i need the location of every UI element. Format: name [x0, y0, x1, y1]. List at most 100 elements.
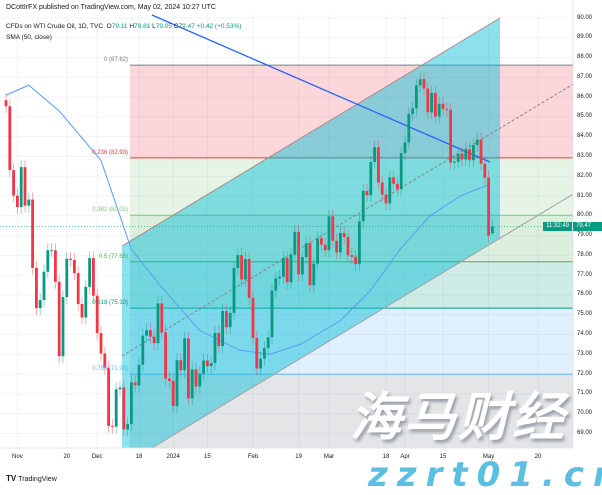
candle — [361, 183, 365, 229]
candle-body — [358, 221, 361, 265]
candle-body — [354, 256, 357, 265]
candle-body — [149, 330, 152, 337]
candle-body — [27, 199, 31, 206]
candle — [137, 357, 141, 393]
candle — [475, 132, 479, 153]
candle-body — [84, 286, 88, 318]
candle — [202, 353, 205, 381]
candle-body — [475, 139, 479, 146]
candle — [358, 214, 361, 271]
change-value: +0.42 (+0.53%) — [196, 23, 242, 30]
candle — [323, 237, 327, 258]
candle — [263, 341, 266, 366]
candle-body — [209, 362, 213, 367]
candle-body — [217, 332, 221, 347]
candle-body — [380, 182, 384, 195]
candle-body — [54, 250, 57, 282]
candle — [80, 297, 84, 325]
candle-body — [411, 108, 414, 114]
candle — [118, 380, 122, 397]
y-tick-label: 70.00 — [577, 410, 593, 417]
candle — [111, 418, 114, 434]
candle — [95, 288, 99, 341]
candle — [84, 279, 88, 325]
x-tick-label: Nov — [12, 454, 23, 460]
candle-body — [479, 139, 483, 164]
candle-body — [92, 258, 95, 296]
candle — [316, 231, 319, 271]
last-price-badge: 79.47 — [573, 221, 602, 231]
candle — [156, 296, 160, 351]
candle — [335, 233, 338, 260]
low-label: L — [152, 23, 156, 30]
candle — [171, 374, 175, 414]
candle — [346, 230, 350, 263]
candle — [373, 140, 376, 169]
candle — [206, 353, 209, 374]
candle-body — [225, 310, 228, 328]
candle-body — [369, 161, 373, 196]
candle-body — [445, 108, 449, 110]
candle — [407, 107, 411, 150]
candle — [126, 417, 129, 437]
candle — [301, 250, 304, 282]
candle-body — [206, 360, 209, 367]
x-tick-label: 15 — [204, 454, 211, 460]
candle — [160, 296, 164, 340]
fib-level-label: 0.618 (75.33) — [92, 300, 128, 307]
candle — [149, 323, 152, 344]
candle — [228, 305, 232, 335]
candle — [141, 328, 145, 372]
candle-body — [422, 79, 426, 89]
candle — [293, 224, 297, 262]
candle — [449, 102, 452, 170]
fib-zone — [130, 65, 573, 158]
tradingview-logo[interactable]: TV TradingView — [6, 474, 57, 483]
candle — [327, 209, 331, 258]
y-tick-label: 85.00 — [577, 113, 593, 120]
candle — [297, 224, 300, 282]
candle — [221, 304, 224, 354]
candle-body — [384, 194, 388, 204]
x-tick-label: 19 — [295, 454, 302, 460]
candle — [369, 155, 373, 203]
candle-body — [88, 258, 91, 287]
y-tick-label: 74.00 — [577, 330, 593, 337]
candle — [12, 163, 15, 203]
candle — [198, 366, 202, 394]
candle-body — [426, 88, 430, 113]
candle — [479, 132, 483, 171]
candle-body — [130, 382, 133, 425]
candle-body — [69, 258, 72, 260]
y-tick-label: 78.00 — [577, 251, 593, 258]
candle — [8, 99, 12, 178]
symbol-legend: CFDs on WTI Crude Oil, 1D, TVC O79.11 H7… — [6, 23, 241, 30]
candle-body — [122, 387, 126, 430]
sma-line — [5, 84, 491, 355]
candle — [145, 323, 148, 343]
candle-body — [107, 367, 110, 426]
indicator-legend[interactable]: SMA (50, close) — [6, 34, 52, 41]
candle-body — [399, 153, 403, 190]
candle — [54, 243, 57, 289]
open-label: O — [106, 23, 112, 30]
high-value: 79.81 — [134, 23, 151, 30]
y-tick-label: 88.00 — [577, 54, 593, 61]
candle-body — [133, 382, 137, 386]
candle-body — [175, 360, 179, 407]
candle-body — [251, 297, 255, 339]
fib-level-label: 0.382 (80.03) — [92, 207, 128, 214]
candle-body — [99, 333, 103, 354]
candle-body — [293, 231, 297, 255]
candle-body — [278, 276, 281, 279]
candle-body — [111, 425, 114, 427]
fib-level-label: 0.5 (77.68) — [98, 253, 128, 260]
candle — [285, 251, 289, 290]
x-tick-label: 15 — [439, 454, 447, 460]
candle — [342, 226, 346, 244]
candle — [247, 251, 251, 305]
x-tick-label: Feb — [247, 454, 259, 460]
candle — [460, 146, 464, 167]
candle-body — [57, 281, 61, 357]
